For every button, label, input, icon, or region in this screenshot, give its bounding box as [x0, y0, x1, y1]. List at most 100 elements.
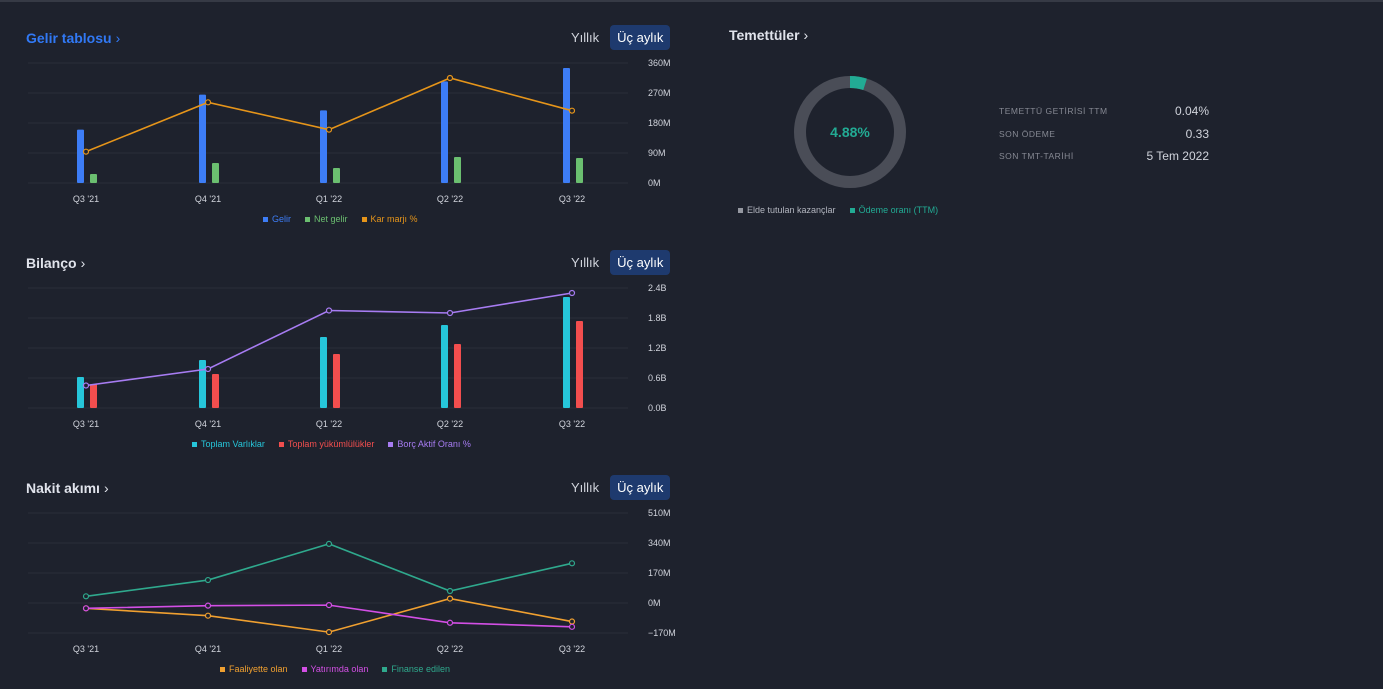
y-tick-label: 1.2B	[648, 343, 667, 353]
bar	[454, 344, 461, 408]
quarterly-button[interactable]: Üç aylık	[610, 250, 671, 275]
top-divider	[0, 0, 1383, 2]
bar	[199, 94, 206, 183]
cashflow-legend: Faaliyette olan Yatırımda olan Finanse e…	[220, 664, 450, 674]
bar	[576, 321, 583, 408]
legend-swatch	[263, 216, 268, 222]
bar	[90, 384, 97, 408]
legend-revenue[interactable]: Gelir	[263, 214, 291, 224]
line-point	[204, 612, 212, 619]
chevron-right-icon: ›	[115, 30, 121, 46]
line-point	[82, 148, 90, 155]
annual-button[interactable]: Yıllık	[571, 480, 600, 495]
legend-swatch	[388, 441, 394, 447]
payout-ratio-value: 4.88%	[830, 124, 870, 140]
stat-row: SON ÖDEME 0.33	[999, 123, 1209, 146]
line-point	[568, 623, 576, 630]
legend-retained[interactable]: Elde tutulan kazançlar	[738, 205, 836, 215]
stat-value: 0.33	[1185, 126, 1209, 141]
bar	[77, 377, 84, 408]
line-point	[446, 595, 454, 602]
income-legend: Gelir Net gelir Kar marjı %	[263, 214, 418, 224]
line-point	[204, 576, 212, 584]
legend-swatch	[849, 207, 855, 213]
line-point	[325, 307, 333, 314]
donut-payout-arc	[849, 76, 867, 91]
legend-swatch	[278, 441, 284, 447]
balance-chart: 2.4B 1.8B 1.2B 0.6B 0.0B Q3 '21 Q4 '21 Q1 '22 Q2…	[28, 283, 667, 429]
legend-margin[interactable]: Kar marjı %	[361, 214, 418, 224]
x-tick-label: Q3 '22	[559, 194, 585, 204]
bar	[212, 163, 219, 183]
balance-sheet-title[interactable]: Bilanço ›	[26, 255, 85, 271]
legend-label: Borç Aktif Oranı %	[397, 439, 471, 449]
y-tick-label: 510M	[648, 508, 671, 518]
y-tick-label: 180M	[648, 118, 671, 128]
legend-investing[interactable]: Yatırımda olan	[301, 664, 369, 674]
cash-flow-title[interactable]: Nakit akımı ›	[26, 480, 109, 496]
x-tick-label: Q1 '22	[316, 194, 342, 204]
x-tick-label: Q3 '21	[73, 194, 99, 204]
stat-value: 5 Tem 2022	[1146, 149, 1210, 164]
balance-period-toggle: Yıllık Üç aylık	[564, 250, 671, 275]
line-point	[82, 382, 90, 389]
line-point	[325, 126, 333, 133]
legend-debt-ratio[interactable]: Borç Aktif Oranı %	[388, 439, 471, 449]
y-tick-label: 170M	[648, 568, 671, 578]
annual-button[interactable]: Yıllık	[571, 30, 600, 45]
y-tick-label: 360M	[648, 58, 671, 68]
legend-swatch	[192, 441, 197, 447]
legend-total-assets[interactable]: Toplam Varlıklar	[192, 439, 265, 449]
legend-net-income[interactable]: Net gelir	[305, 214, 348, 224]
legend-operating[interactable]: Faaliyette olan	[220, 664, 288, 674]
y-tick-label: 1.8B	[648, 313, 667, 323]
x-tick-label: Q4 '21	[195, 194, 221, 204]
line-point	[568, 560, 576, 567]
legend-total-liabilities[interactable]: Toplam yükümlülükler	[278, 439, 375, 449]
bar	[333, 354, 340, 408]
legend-label: Kar marjı %	[370, 214, 418, 224]
quarterly-button[interactable]: Üç aylık	[610, 475, 671, 500]
legend-swatch	[305, 216, 311, 222]
stat-row: SON TMT-TARİHİ 5 Tem 2022	[999, 145, 1209, 168]
series-line	[85, 77, 573, 153]
line-point	[325, 629, 333, 636]
y-tick-label: 0M	[648, 178, 661, 188]
dividends-title[interactable]: Temettüler ›	[729, 27, 808, 43]
legend-label: Toplam yükümlülükler	[287, 439, 375, 449]
stat-key: SON TMT-TARİHİ	[999, 151, 1074, 162]
bar	[333, 168, 340, 183]
line-point	[568, 107, 576, 114]
series-line	[85, 292, 573, 387]
legend-label: Yatırımda olan	[310, 664, 369, 674]
y-tick-label: 0.6B	[648, 373, 667, 383]
chevron-right-icon: ›	[103, 480, 109, 496]
bar	[77, 129, 84, 183]
balance-title-text: Bilanço	[26, 255, 77, 271]
legend-label: Faaliyette olan	[229, 664, 288, 674]
cashflow-period-toggle: Yıllık Üç aylık	[564, 475, 671, 500]
bar	[563, 68, 570, 183]
income-statement-title[interactable]: Gelir tablosu ›	[26, 30, 120, 46]
payout-donut: 4.88%	[790, 72, 910, 192]
bar	[441, 81, 448, 183]
legend-label: Gelir	[272, 214, 292, 224]
chevron-right-icon: ›	[803, 27, 809, 43]
x-tick-label: Q3 '22	[559, 419, 585, 429]
x-tick-label: Q2 '22	[437, 419, 463, 429]
y-tick-label: 270M	[648, 88, 671, 98]
x-tick-label: Q3 '22	[559, 644, 585, 654]
legend-financing[interactable]: Finanse edilen	[382, 664, 450, 674]
quarterly-button[interactable]: Üç aylık	[610, 25, 671, 50]
y-tick-label: 0.0B	[648, 403, 667, 413]
line-point	[446, 74, 454, 82]
legend-payout[interactable]: Ödeme oranı (TTM)	[849, 205, 938, 215]
bar	[90, 174, 97, 183]
legend-swatch	[361, 216, 367, 222]
income-title-text: Gelir tablosu	[26, 30, 112, 46]
x-tick-label: Q4 '21	[195, 419, 221, 429]
y-tick-label: 2.4B	[648, 283, 667, 293]
annual-button[interactable]: Yıllık	[571, 255, 600, 270]
line-point	[325, 540, 333, 547]
line-point	[325, 602, 333, 609]
